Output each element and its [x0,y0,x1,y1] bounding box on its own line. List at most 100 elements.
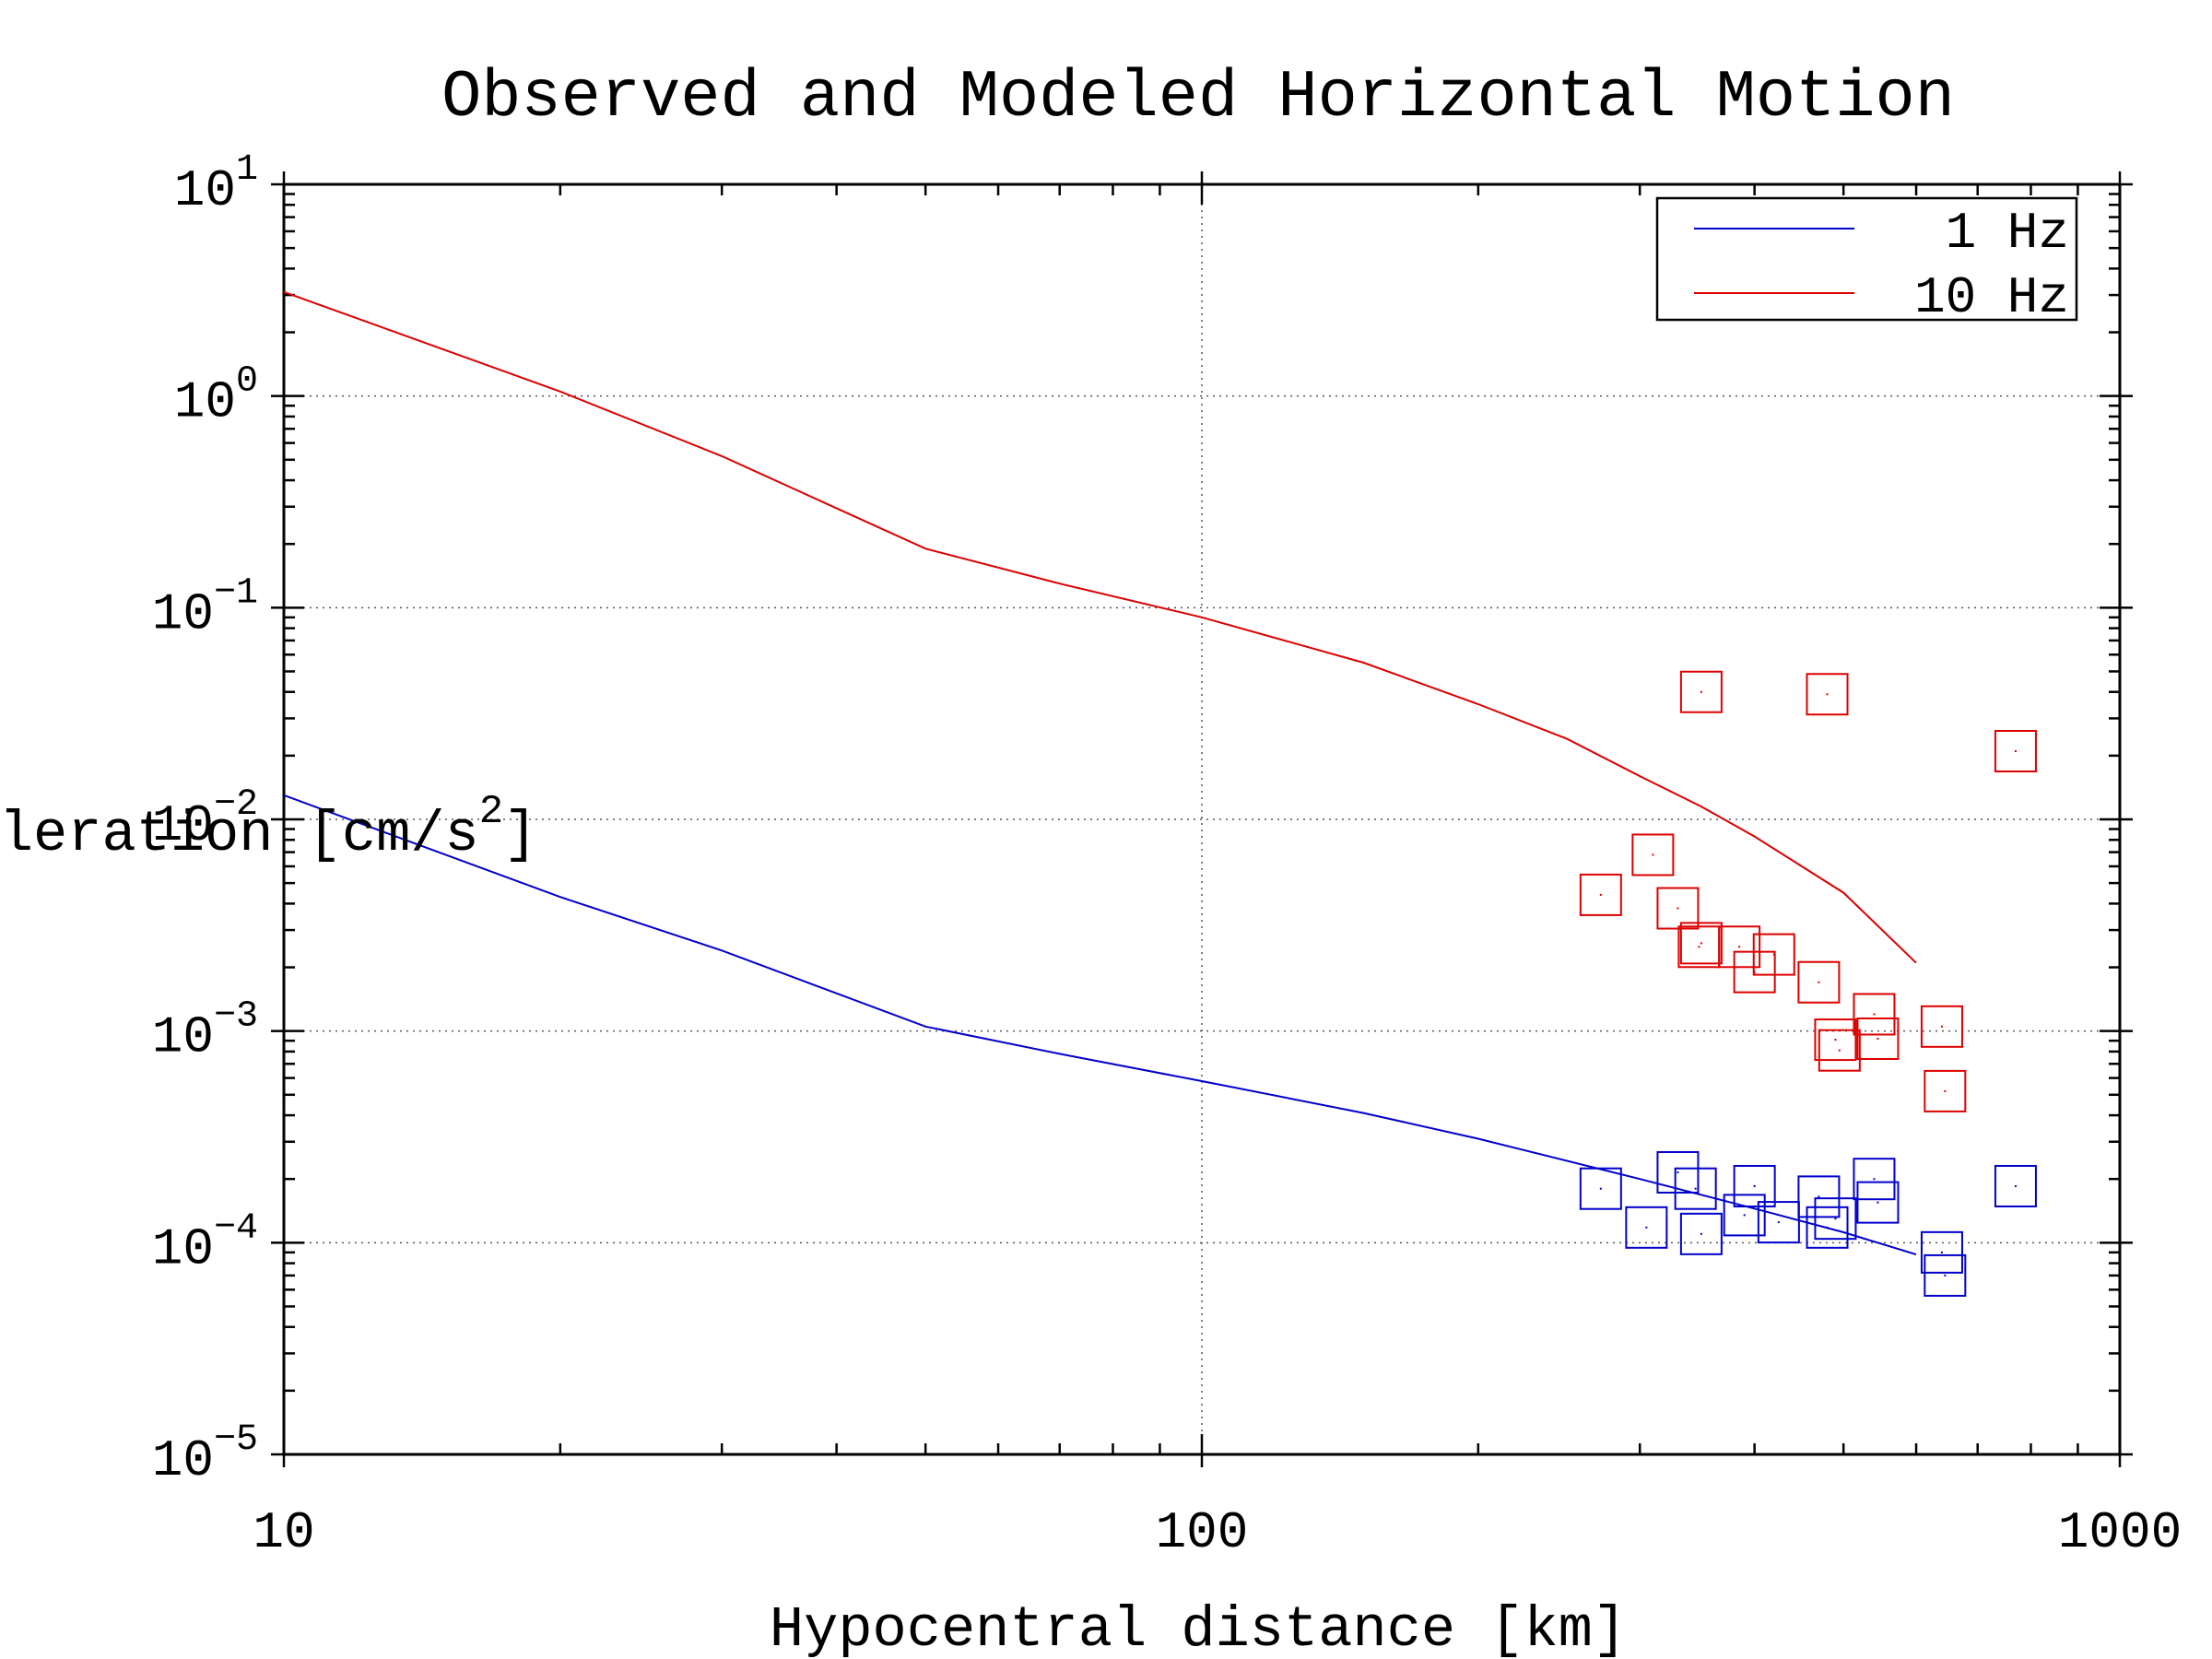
y-tick-label-base: 10 [152,1219,214,1278]
chart-title: Observed and Modeled Horizontal Motion [441,60,1955,135]
series-1-observed-point [1679,922,1723,965]
series-1-observed-point [1814,1018,1857,1062]
series-0-observed-point [1679,1212,1723,1255]
y-tick-label-exp: −3 [214,996,258,1038]
y-tick-label: 100 [174,361,258,432]
series-0-observed-point [1806,1206,1849,1249]
grid [284,184,2120,1454]
series-1-observed-point [1994,729,2037,772]
x-tick-label: 1000 [2058,1503,2182,1562]
series-0-observed-point [1853,1158,1896,1201]
y-tick-label: 10−5 [152,1419,258,1490]
series-0-observed-point [1814,1197,1857,1241]
y-tick-label: 10−3 [152,996,258,1067]
series-0-observed-point [1757,1201,1800,1244]
series-0-observed-point-center [1645,1226,1648,1229]
x-axis-label: Hypocentral distance [km] [770,1597,1627,1659]
y-tick-label-exp: 1 [236,149,258,191]
series-0-observed-point [1656,1150,1700,1194]
legend-box [1655,196,2078,322]
series-1-observed-point-center [1599,893,1602,896]
series-1-observed-point [1920,1005,1963,1048]
y-tick-label-base: 10 [174,161,236,220]
series-0-observed-point-center [1677,1171,1679,1173]
series-1-observed-point-center [1877,1037,1879,1040]
series-0-model-line [283,794,1917,1256]
series-1-observed-point-center [1818,981,1820,983]
series-1-model-line [283,290,1917,964]
y-tick-label-exp: −1 [214,572,258,614]
series-0-observed-point [1856,1181,1900,1224]
y-tick-label: 101 [174,149,258,220]
series-1-observed-point-center [1838,1049,1841,1052]
legend-label-1: 10 Hz [1914,268,2069,327]
series-0-observed-point-center [2014,1184,2017,1187]
series-1-observed-point [1579,873,1622,916]
x-tick-label: 100 [1156,1503,1249,1562]
y-tick-label: 10−4 [152,1207,258,1278]
series-0-observed-point [1920,1230,1963,1274]
series-1-observed-point [1752,933,1795,976]
series-1-observed-point-center [1677,907,1679,910]
series-0-observed-point-center [1599,1187,1602,1190]
series-0-observed-point-center [1877,1201,1879,1204]
series-0-observed-point [1797,1175,1841,1218]
series-0-observed-point-center [1940,1251,1943,1253]
series-0-observed-point-center [1826,1226,1829,1229]
series-0-observed-point [1579,1167,1622,1210]
series-1-observed-point-center [1652,853,1654,856]
y-axis-label: Acceleration [cm/s2] [0,789,537,867]
x-tick-labels: 10 100 1000 [253,1503,2182,1562]
series-1-observed-point-center [2014,749,2017,752]
series-0-observed-point [1674,1167,1717,1210]
y-tick-label-exp: −4 [214,1207,258,1249]
series-0-observed-point [1723,1194,1766,1237]
series-0-observed-point-center [1818,1195,1820,1198]
series-0-observed-point [1733,1164,1776,1207]
series-1-observed-point [1853,993,1896,1036]
series-0-observed-point-center [1944,1274,1947,1277]
series-layer [283,290,2037,1297]
series-1-observed-point-center [1826,693,1829,696]
series-1-observed-point [1679,670,1723,713]
y-tick-label-base: 10 [152,1431,214,1490]
series-1-observed-point-center [1738,946,1741,948]
series-1-observed-point-center [1944,1089,1947,1092]
y-tick-label-base: 10 [152,584,214,643]
y-tick-label-base: 10 [152,796,214,855]
series-1-observed-point [1924,1069,1967,1112]
series-0-observed-point [1625,1206,1668,1249]
series-1-observed-point-center [1698,946,1700,948]
y-tick-label-base: 10 [152,1008,214,1067]
series-0-observed-point-center [1743,1214,1746,1217]
legend-label-0: 1 Hz [1946,204,2069,263]
series-0-observed-point-center [1834,1218,1837,1220]
series-1-observed-point [1718,925,1761,969]
series-0-observed-point-center [1700,1232,1702,1235]
series-1-observed-point-center [1700,942,1702,945]
y-tick-label-base: 10 [174,373,236,432]
y-axis-label-end: ] [503,802,537,867]
series-1-observed-point-center [1873,1013,1876,1016]
y-axis-label-main: Acceleration [cm/s [0,802,479,867]
series-1-observed-point [1818,1029,1861,1072]
y-tick-label-exp: −5 [214,1419,258,1461]
plot-frame [282,182,2122,1456]
y-tick-label: 10−2 [152,784,258,855]
series-1-observed-point-center [1700,690,1702,693]
series-1-observed-point [1797,960,1841,1004]
y-tick-label-exp: −2 [214,784,258,826]
series-1-observed-point-center [1834,1039,1837,1041]
y-axis-label-sup: 2 [479,789,503,835]
series-1-observed-point-center [1772,953,1775,956]
series-1-observed-point [1856,1017,1900,1060]
series-0-observed-point [1994,1164,2037,1207]
x-tick-label: 10 [253,1503,314,1562]
y-tick-label-exp: 0 [236,361,258,403]
series-1-observed-point [1631,833,1675,877]
series-1-observed-point [1806,673,1849,716]
series-1-observed-point-center [1940,1025,1943,1028]
